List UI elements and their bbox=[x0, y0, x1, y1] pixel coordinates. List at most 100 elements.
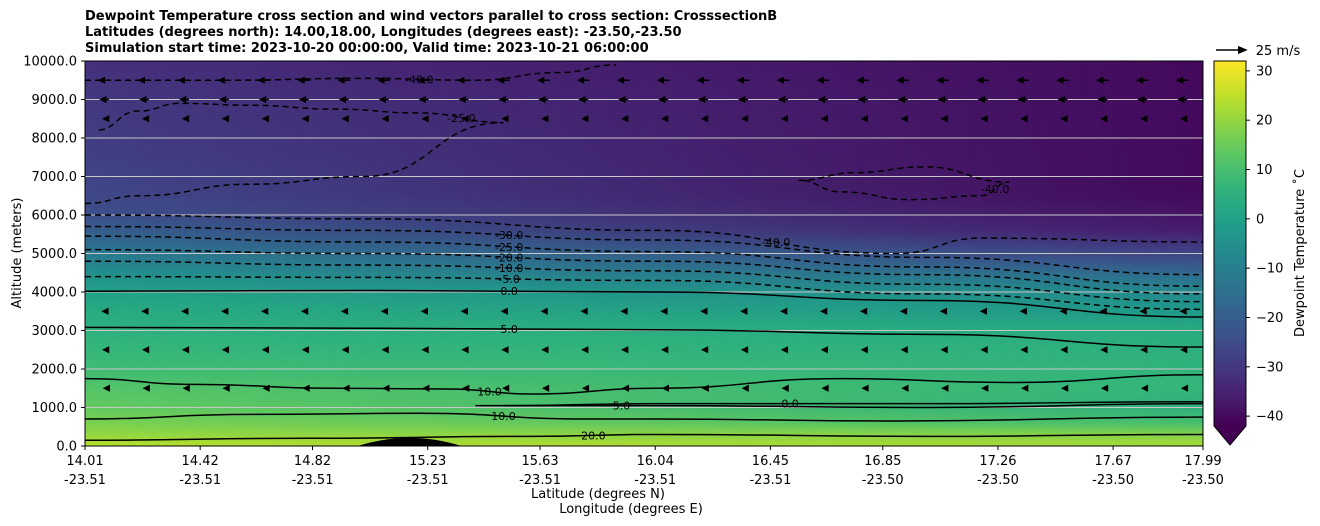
wind-vector bbox=[1016, 76, 1029, 84]
x-tick-label-lat: 14.42 bbox=[182, 454, 219, 469]
chart-title-line-2: Latitudes (degrees north): 14.00,18.00, … bbox=[85, 25, 682, 40]
wind-vector bbox=[461, 115, 469, 123]
wind-vector bbox=[182, 384, 190, 392]
wind-vector bbox=[1060, 115, 1068, 123]
wind-vector bbox=[740, 346, 749, 354]
wind-vector bbox=[101, 346, 110, 354]
x-tick-label-lon: -23.51 bbox=[749, 473, 791, 488]
contour-label: 5.0 bbox=[613, 400, 631, 413]
wind-vector bbox=[1021, 384, 1029, 392]
wind-vector bbox=[222, 384, 230, 392]
wind-vector bbox=[1060, 384, 1069, 392]
x-tick-label-lon: -23.50 bbox=[1182, 473, 1224, 488]
wind-vector bbox=[1017, 95, 1028, 104]
contour-label: 10.0 bbox=[477, 386, 502, 399]
wind-vector bbox=[980, 346, 988, 354]
contour-label: -10.0 bbox=[495, 262, 523, 275]
wind-vector bbox=[616, 76, 630, 84]
wind-vector bbox=[661, 384, 669, 392]
wind-vector bbox=[618, 95, 629, 104]
contour-line bbox=[85, 214, 1203, 255]
quiver-key-arrow bbox=[1216, 45, 1248, 55]
colorbar-extend-min bbox=[1214, 426, 1246, 445]
wind-vector bbox=[417, 76, 430, 84]
x-tick-label-lon: -23.51 bbox=[292, 473, 334, 488]
wind-vector bbox=[1180, 384, 1189, 392]
wind-vector bbox=[621, 384, 630, 392]
colorbar: −40 −30 −20 −10 0 10 20 30 bbox=[1213, 60, 1283, 446]
colorbar-tick-label: 0 bbox=[1256, 212, 1264, 227]
wind-vector bbox=[859, 307, 868, 315]
wind-vector bbox=[217, 76, 231, 84]
wind-vector bbox=[382, 384, 390, 392]
wind-vector bbox=[979, 307, 987, 315]
wind-vector bbox=[900, 115, 908, 123]
wind-vector bbox=[181, 307, 189, 315]
wind-vector bbox=[181, 115, 190, 123]
wind-vector bbox=[1135, 76, 1149, 84]
colorbar-tick-label: −40 bbox=[1256, 410, 1283, 425]
contour-line bbox=[85, 225, 1203, 276]
wind-vector bbox=[741, 384, 749, 392]
contour-line bbox=[85, 235, 1203, 287]
wind-vector bbox=[740, 115, 749, 123]
wind-vector bbox=[462, 384, 470, 392]
wind-vector bbox=[817, 95, 828, 104]
wind-vector bbox=[421, 346, 429, 354]
wind-vector bbox=[698, 95, 709, 104]
wind-vector bbox=[897, 95, 908, 104]
wind-vector bbox=[377, 76, 391, 84]
wind-vector bbox=[261, 307, 269, 315]
contour-label: 5.0 bbox=[500, 323, 518, 336]
contour-label: 10.0 bbox=[491, 410, 516, 423]
x-tick-label-lat: 15.63 bbox=[521, 454, 558, 469]
wind-vector bbox=[380, 307, 389, 315]
wind-vector bbox=[1140, 115, 1148, 123]
wind-vector bbox=[298, 95, 309, 104]
contour-label: 0.0 bbox=[781, 398, 799, 411]
wind-vector bbox=[781, 384, 789, 392]
wind-vector bbox=[777, 95, 788, 104]
wind-vector bbox=[940, 115, 948, 123]
y-tick-label: 8000.0 bbox=[32, 132, 78, 147]
contour-line bbox=[85, 412, 1203, 422]
y-tick-label: 2000.0 bbox=[32, 363, 78, 378]
wind-vector bbox=[301, 115, 309, 123]
wind-vector bbox=[1019, 307, 1027, 315]
wind-vector bbox=[340, 307, 349, 315]
wind-vector bbox=[500, 307, 508, 315]
wind-vector bbox=[621, 115, 629, 123]
contour-line bbox=[85, 248, 1203, 295]
wind-vector bbox=[939, 307, 948, 315]
contour-line bbox=[85, 374, 1203, 395]
wind-vector bbox=[896, 76, 910, 84]
wind-vector bbox=[578, 95, 589, 104]
wind-vector bbox=[780, 346, 789, 354]
wind-vector bbox=[738, 95, 749, 104]
wind-vector bbox=[976, 76, 989, 84]
wind-vector bbox=[422, 384, 430, 392]
wind-vector bbox=[541, 346, 549, 354]
wind-vector bbox=[257, 76, 271, 84]
wind-vector bbox=[820, 307, 828, 315]
y-tick-label: 4000.0 bbox=[32, 286, 78, 301]
x-axis-label-longitude: Longitude (degrees E) bbox=[559, 502, 703, 517]
x-tick-label-lon: -23.50 bbox=[1092, 473, 1134, 488]
wind-vector bbox=[576, 76, 590, 84]
wind-vector bbox=[700, 346, 709, 354]
wind-vector bbox=[620, 307, 628, 315]
wind-vector bbox=[101, 115, 110, 123]
wind-vector bbox=[460, 307, 468, 315]
wind-vector bbox=[221, 115, 230, 123]
wind-vector bbox=[97, 76, 111, 84]
wind-vector bbox=[541, 384, 550, 392]
wind-vector bbox=[221, 307, 229, 315]
wind-vector bbox=[261, 115, 269, 123]
wind-vector bbox=[501, 115, 509, 123]
x-tick-label-lon: -23.51 bbox=[179, 473, 221, 488]
wind-vector bbox=[1180, 346, 1188, 354]
wind-vector bbox=[621, 346, 629, 354]
axes-layer: 0.0 1000.0 2000.0 3000.0 4000.0 5000.0 6000.0 7… bbox=[23, 55, 1224, 489]
contour-line bbox=[503, 400, 1203, 407]
